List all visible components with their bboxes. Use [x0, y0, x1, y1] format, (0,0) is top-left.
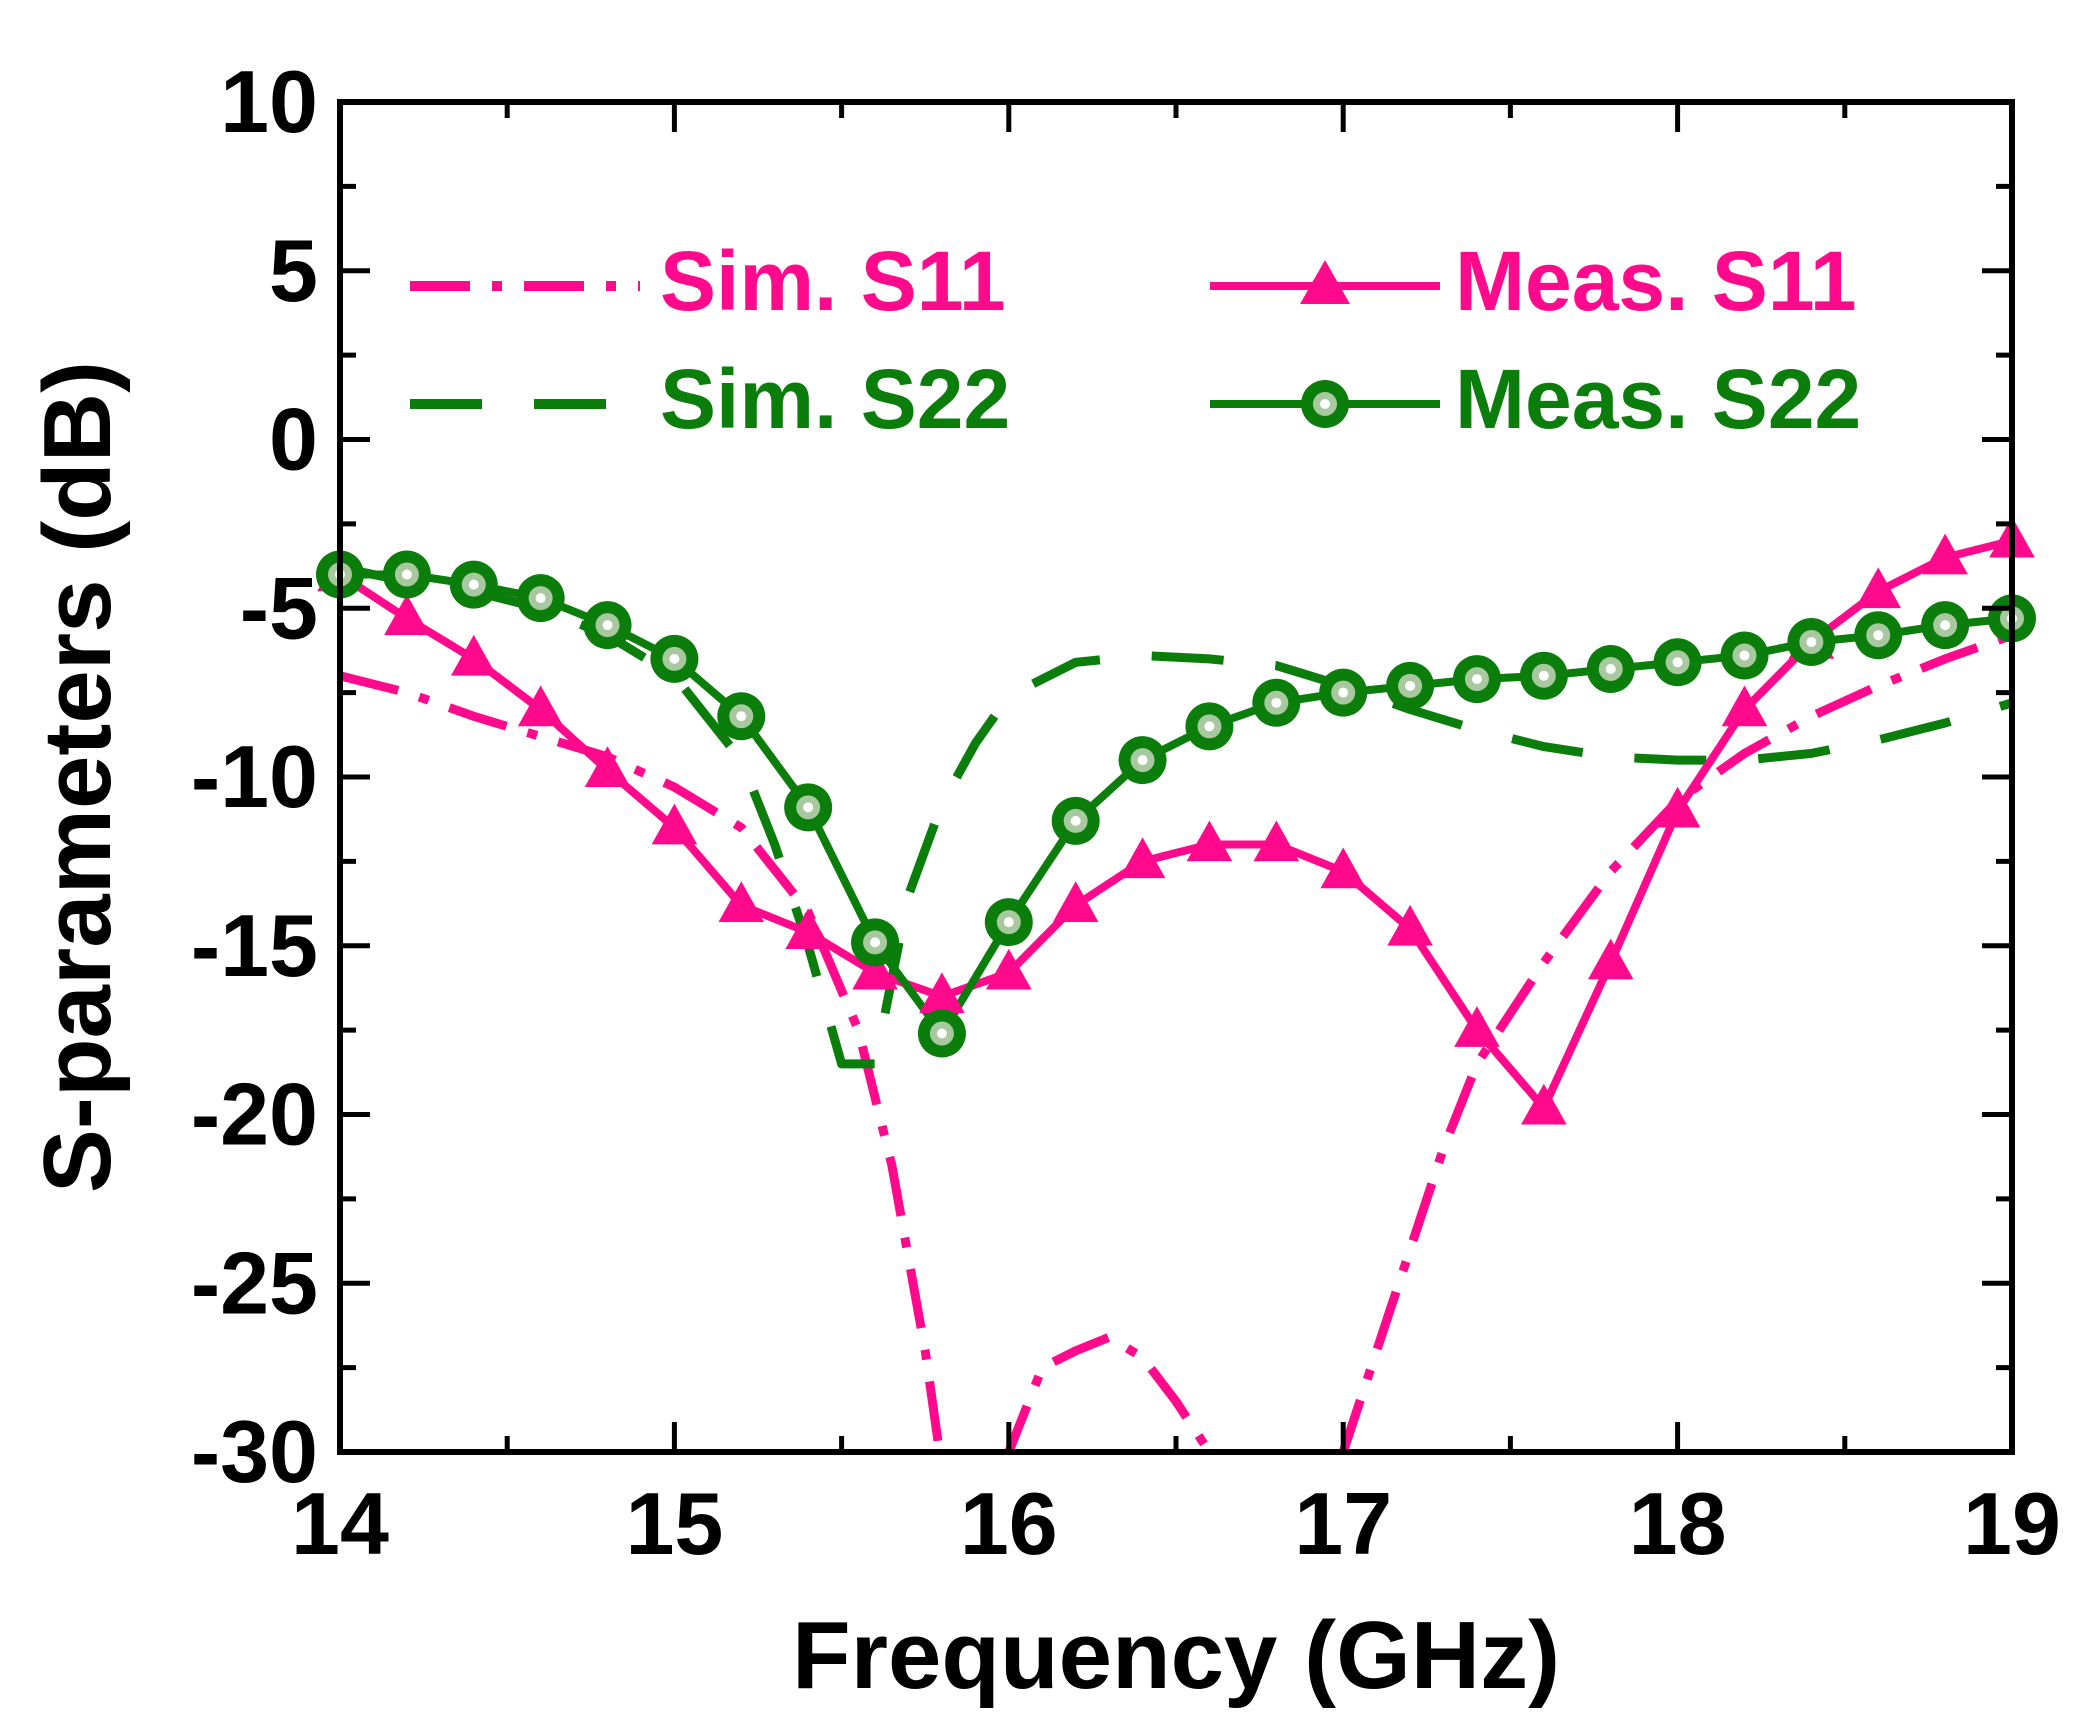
- meas-s22-marker: [1720, 631, 1769, 680]
- marker-layer: [316, 516, 2036, 1125]
- series-line-0: [340, 631, 2012, 1452]
- x-tick-label: 17: [1294, 1474, 1392, 1573]
- meas-s22-marker: [1519, 651, 1568, 700]
- meas-s22-marker: [917, 1009, 966, 1058]
- y-tick-label: -20: [191, 1065, 318, 1164]
- meas-s11-marker: [1186, 820, 1233, 862]
- meas-s11-marker: [1721, 685, 1768, 727]
- series-line-1: [340, 563, 2012, 1069]
- legend-entry-3: Meas. S22: [1210, 352, 1861, 446]
- meas-s11-marker: [852, 948, 898, 990]
- legend-label: Meas. S11: [1455, 234, 1857, 328]
- meas-s11-marker: [919, 972, 965, 1014]
- x-tick-label: 18: [1629, 1474, 1727, 1573]
- meas-s22-marker: [717, 692, 766, 741]
- y-tick-label: -25: [191, 1233, 318, 1332]
- y-axis-title: S-parameters (dB): [24, 361, 131, 1193]
- meas-s11-marker: [1922, 533, 1968, 575]
- meas-s22-marker: [984, 898, 1033, 947]
- meas-s22-marker: [1051, 796, 1100, 845]
- y-tick-label: -5: [240, 558, 318, 657]
- meas-s11-marker: [651, 803, 698, 845]
- meas-s11-marker: [384, 594, 430, 636]
- meas-s22-marker: [1586, 645, 1635, 693]
- legend-label: Sim. S11: [660, 234, 1006, 328]
- meas-s22-marker: [1386, 661, 1435, 710]
- meas-s22-marker: [1185, 702, 1234, 751]
- x-tick-label: 15: [625, 1474, 723, 1573]
- legend-entry-2: Meas. S11: [1210, 234, 1857, 328]
- x-tick-label: 14: [291, 1474, 389, 1573]
- y-tick-label: 0: [269, 390, 318, 489]
- meas-s11-marker: [718, 881, 765, 923]
- meas-s11-marker: [517, 685, 564, 727]
- meas-s11-marker: [1454, 1006, 1500, 1047]
- meas-s22-marker: [1118, 736, 1167, 785]
- meas-s11-marker: [1855, 567, 1902, 609]
- meas-s22-marker: [784, 783, 833, 832]
- meas-s22-marker: [449, 560, 498, 609]
- meas-s22-marker: [1787, 618, 1836, 666]
- x-axis-title: Frequency (GHz): [792, 1602, 1560, 1709]
- meas-s22-marker: [583, 601, 632, 650]
- meas-s11-marker: [1119, 837, 1166, 879]
- legend-marker: [1300, 260, 1350, 304]
- legend-label: Meas. S22: [1455, 352, 1861, 446]
- y-tick-label: 5: [269, 221, 318, 320]
- meas-s22-marker: [851, 918, 900, 967]
- legend-entry-0: Sim. S11: [410, 234, 1006, 328]
- x-tick-label: 19: [1963, 1474, 2061, 1573]
- meas-s22-marker: [1452, 655, 1501, 704]
- ticks-layer: 14 15 16 17 18 19 10 5 0 -5 -10 -15 -20 -25 -30: [191, 52, 2061, 1573]
- meas-s11-marker: [785, 908, 831, 950]
- meas-s11-marker: [450, 634, 497, 676]
- x-tick-label: 16: [960, 1474, 1058, 1573]
- meas-s11-marker: [1387, 904, 1433, 946]
- meas-s22-marker: [1921, 601, 1970, 650]
- meas-s11-marker: [1654, 786, 1701, 828]
- y-tick-label: -10: [191, 727, 318, 826]
- meas-s11-marker: [1521, 1083, 1567, 1125]
- meas-s22-marker: [1653, 638, 1702, 687]
- meas-s11-marker: [1052, 881, 1099, 923]
- y-tick-label: 10: [220, 52, 318, 151]
- meas-s22-marker: [1252, 678, 1301, 727]
- legend: Sim. S11 Sim. S22 Meas. S11 Meas. S22: [410, 234, 1861, 446]
- series-layer: [340, 536, 2012, 1452]
- y-tick-label: -30: [191, 1402, 318, 1501]
- meas-s11-marker: [1253, 820, 1300, 862]
- meas-s22-marker: [516, 574, 565, 623]
- meas-s22-marker: [650, 634, 699, 683]
- meas-s11-marker: [584, 746, 631, 788]
- meas-s11-marker: [1320, 847, 1366, 889]
- legend-label: Sim. S22: [660, 352, 1010, 446]
- y-tick-label: -15: [191, 896, 318, 995]
- meas-s22-marker: [1854, 611, 1903, 660]
- meas-s11-marker: [1587, 938, 1634, 980]
- meas-s22-marker: [382, 550, 431, 599]
- meas-s22-marker: [1319, 668, 1368, 717]
- legend-entry-1: Sim. S22: [410, 352, 1010, 446]
- meas-s11-marker: [986, 948, 1032, 990]
